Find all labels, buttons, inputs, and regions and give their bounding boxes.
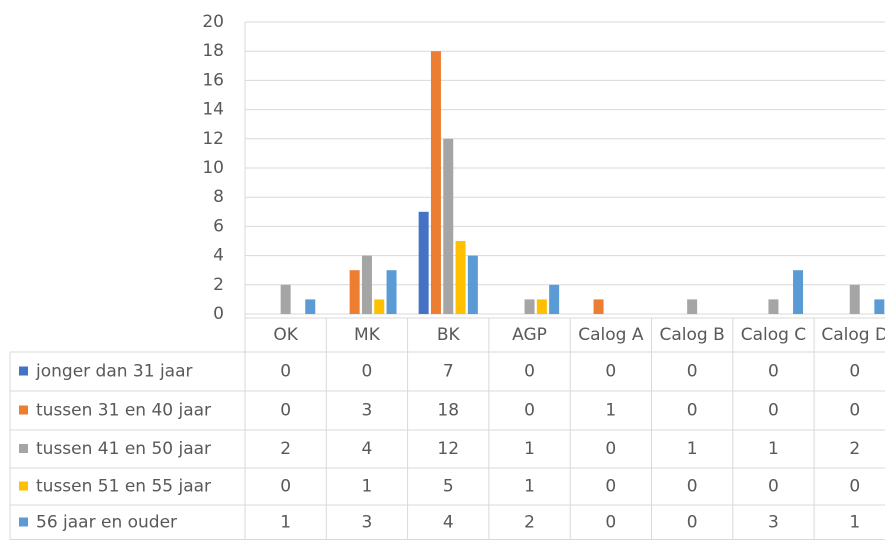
table-value: 0 (280, 401, 291, 421)
table-value: 1 (768, 439, 779, 459)
table-value: 1 (280, 513, 291, 533)
x-tick-label: Calog D (821, 325, 885, 345)
bar (467, 255, 478, 314)
table-value: 1 (849, 513, 860, 533)
bar (768, 299, 779, 314)
y-tick-label: 2 (213, 275, 224, 295)
legend-key (19, 405, 28, 415)
x-tick-label: Calog A (578, 325, 644, 345)
table-value: 0 (524, 401, 535, 421)
table-value: 0 (768, 477, 779, 497)
table-value: 5 (443, 477, 454, 497)
y-tick-label: 18 (202, 41, 224, 61)
table-value: 0 (605, 439, 616, 459)
x-tick-label: MK (354, 325, 381, 345)
bar (524, 299, 535, 314)
bar (793, 270, 804, 314)
y-tick-label: 6 (213, 216, 224, 236)
bar (361, 255, 372, 314)
table-value: 0 (280, 362, 291, 382)
y-tick-label: 12 (202, 129, 224, 149)
table-value: 2 (849, 439, 860, 459)
x-tick-label: Calog C (741, 325, 806, 345)
y-tick-label: 4 (213, 246, 224, 266)
legend-label: tussen 51 en 55 jaar (36, 477, 211, 497)
bar (374, 299, 385, 314)
bar (418, 211, 429, 314)
table-value: 0 (280, 477, 291, 497)
bar (455, 241, 466, 314)
y-tick-label: 20 (202, 12, 224, 32)
bar (593, 299, 604, 314)
table-value: 0 (687, 401, 698, 421)
x-tick-label: AGP (512, 325, 547, 345)
table-value: 0 (605, 362, 616, 382)
bar (849, 284, 860, 314)
x-tick-label: Calog B (660, 325, 725, 345)
bar (349, 270, 360, 314)
legend-label: tussen 31 en 40 jaar (36, 401, 211, 421)
bar (549, 284, 560, 314)
table-value: 1 (687, 439, 698, 459)
bar (536, 299, 547, 314)
legend-key (19, 444, 28, 453)
table-value: 0 (605, 513, 616, 533)
y-tick-label: 16 (202, 70, 224, 90)
table-value: 3 (768, 513, 779, 533)
bar (430, 51, 441, 314)
table-value: 0 (768, 401, 779, 421)
bar (874, 299, 885, 314)
bar (305, 299, 316, 314)
table-value: 2 (280, 439, 291, 459)
table-value: 4 (443, 513, 454, 533)
table-value: 0 (849, 362, 860, 382)
legend-key (19, 517, 28, 527)
legend-key (19, 481, 28, 491)
table-value: 7 (443, 362, 454, 382)
table-value: 0 (687, 513, 698, 533)
bar (280, 284, 291, 314)
table-value: 0 (362, 362, 373, 382)
x-tick-label: OK (273, 325, 298, 345)
table-value: 2 (524, 513, 535, 533)
y-tick-label: 14 (202, 100, 224, 120)
table-value: 0 (768, 362, 779, 382)
table-value: 1 (524, 439, 535, 459)
y-tick-label: 10 (202, 158, 224, 178)
table-value: 12 (437, 439, 459, 459)
table-value: 18 (437, 401, 459, 421)
table-value: 1 (362, 477, 373, 497)
table-value: 0 (524, 362, 535, 382)
legend-key (19, 366, 28, 376)
legend-label: tussen 41 en 50 jaar (36, 439, 211, 459)
y-tick-label: 0 (213, 304, 224, 324)
table-value: 1 (524, 477, 535, 497)
table-value: 0 (849, 477, 860, 497)
table-value: 0 (605, 477, 616, 497)
legend-label: jonger dan 31 jaar (35, 362, 193, 382)
x-tick-label: BK (437, 325, 461, 345)
table-value: 3 (362, 513, 373, 533)
legend-label: 56 jaar en ouder (36, 513, 177, 533)
bar (386, 270, 397, 314)
bar (443, 138, 454, 314)
bar (687, 299, 698, 314)
table-value: 3 (362, 401, 373, 421)
table-value: 0 (687, 477, 698, 497)
table-value: 0 (687, 362, 698, 382)
y-tick-label: 8 (213, 187, 224, 207)
table-value: 4 (362, 439, 373, 459)
table-value: 0 (849, 401, 860, 421)
table-value: 1 (605, 401, 616, 421)
